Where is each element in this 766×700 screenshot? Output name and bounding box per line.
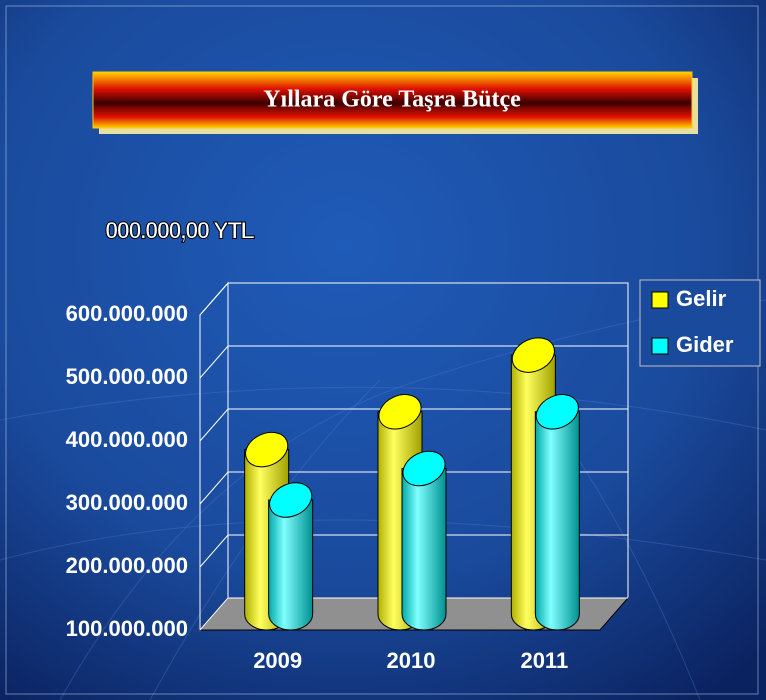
y-tick-label: 600.000.000 [66,301,188,326]
legend-label: Gider [676,332,734,357]
grid-line [199,345,628,379]
grid-line [199,282,628,316]
bar-top [402,450,446,487]
legend-label: Gelir [676,286,727,311]
unit-label: 000.000,00 YTL [105,217,255,244]
grid-line [199,534,628,568]
plot: 100.000.000 200.000.000 300.000.000 400.000… [66,281,630,673]
legend-swatch [651,337,669,355]
grid-line [199,471,628,505]
bar [534,394,580,631]
bar-body [534,411,580,631]
bar-body [268,499,314,631]
bar-top [511,337,555,373]
grid-line [199,597,628,631]
y-tick-label: 400.000.000 [66,427,188,452]
chart-title: Yıllara Göre Taşra Bütçe [263,87,521,113]
bar-top [378,394,422,430]
bar-top [245,431,289,468]
bar [268,482,314,631]
bar [401,450,447,631]
y-tick-label: 300.000.000 [66,490,188,515]
bar-body [401,468,447,631]
x-tick-label: 2009 [253,648,302,673]
y-tick-label: 200.000.000 [66,553,188,578]
x-tick-label: 2011 [520,648,568,673]
y-tick-label: 500.000.000 [66,364,188,389]
title-banner [92,71,693,129]
legend-swatch [651,291,669,309]
y-tick-label: 100.000.000 [66,616,188,641]
bar-top [269,482,313,518]
x-tick-label: 2010 [387,648,436,673]
bar-top [535,394,579,430]
grid-line [199,408,628,442]
